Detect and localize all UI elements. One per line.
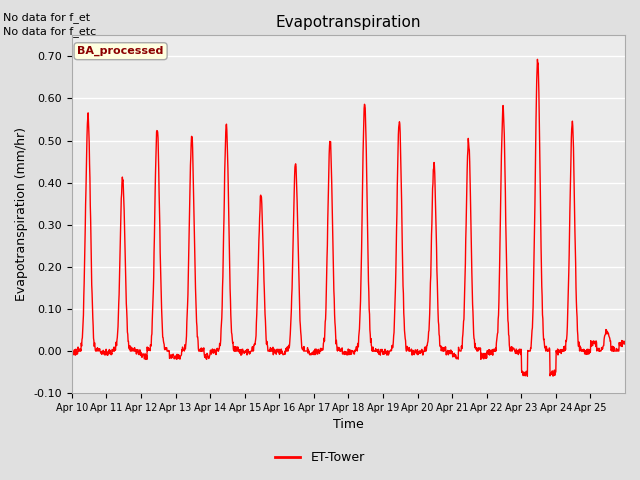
Legend: ET-Tower: ET-Tower [270,446,370,469]
Text: No data for f_et: No data for f_et [3,12,90,23]
Y-axis label: Evapotranspiration (mm/hr): Evapotranspiration (mm/hr) [15,127,28,301]
Text: No data for f_etc: No data for f_etc [3,26,97,37]
X-axis label: Time: Time [333,419,364,432]
Title: Evapotranspiration: Evapotranspiration [276,15,421,30]
Text: BA_processed: BA_processed [77,46,164,56]
